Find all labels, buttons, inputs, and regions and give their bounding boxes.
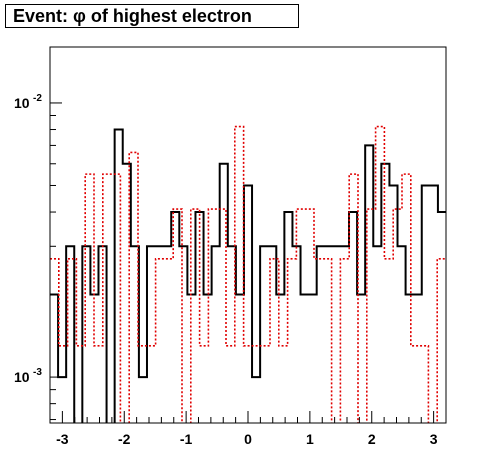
y-tick-exponent: -3	[33, 367, 42, 378]
chart-title: Event: φ of highest electron	[5, 4, 299, 28]
x-tick-label: 2	[368, 431, 376, 447]
x-tick-label: -1	[180, 431, 193, 447]
x-tick-label: -3	[56, 431, 69, 447]
series-1-line	[50, 125, 446, 423]
x-tick-label: 1	[306, 431, 314, 447]
series-0-line	[50, 128, 446, 423]
x-tick-label: -2	[118, 431, 131, 447]
x-tick-label: 3	[430, 431, 438, 447]
y-tick-exponent: -2	[33, 93, 42, 104]
x-tick-label: 0	[244, 431, 252, 447]
plot-frame	[49, 46, 447, 424]
series-layer	[50, 125, 446, 423]
y-tick-label: 10	[14, 95, 30, 111]
axis-layer: -3 -2 -1 0 1 2 310-310-2	[14, 93, 447, 447]
y-tick-label: 10	[14, 369, 30, 385]
